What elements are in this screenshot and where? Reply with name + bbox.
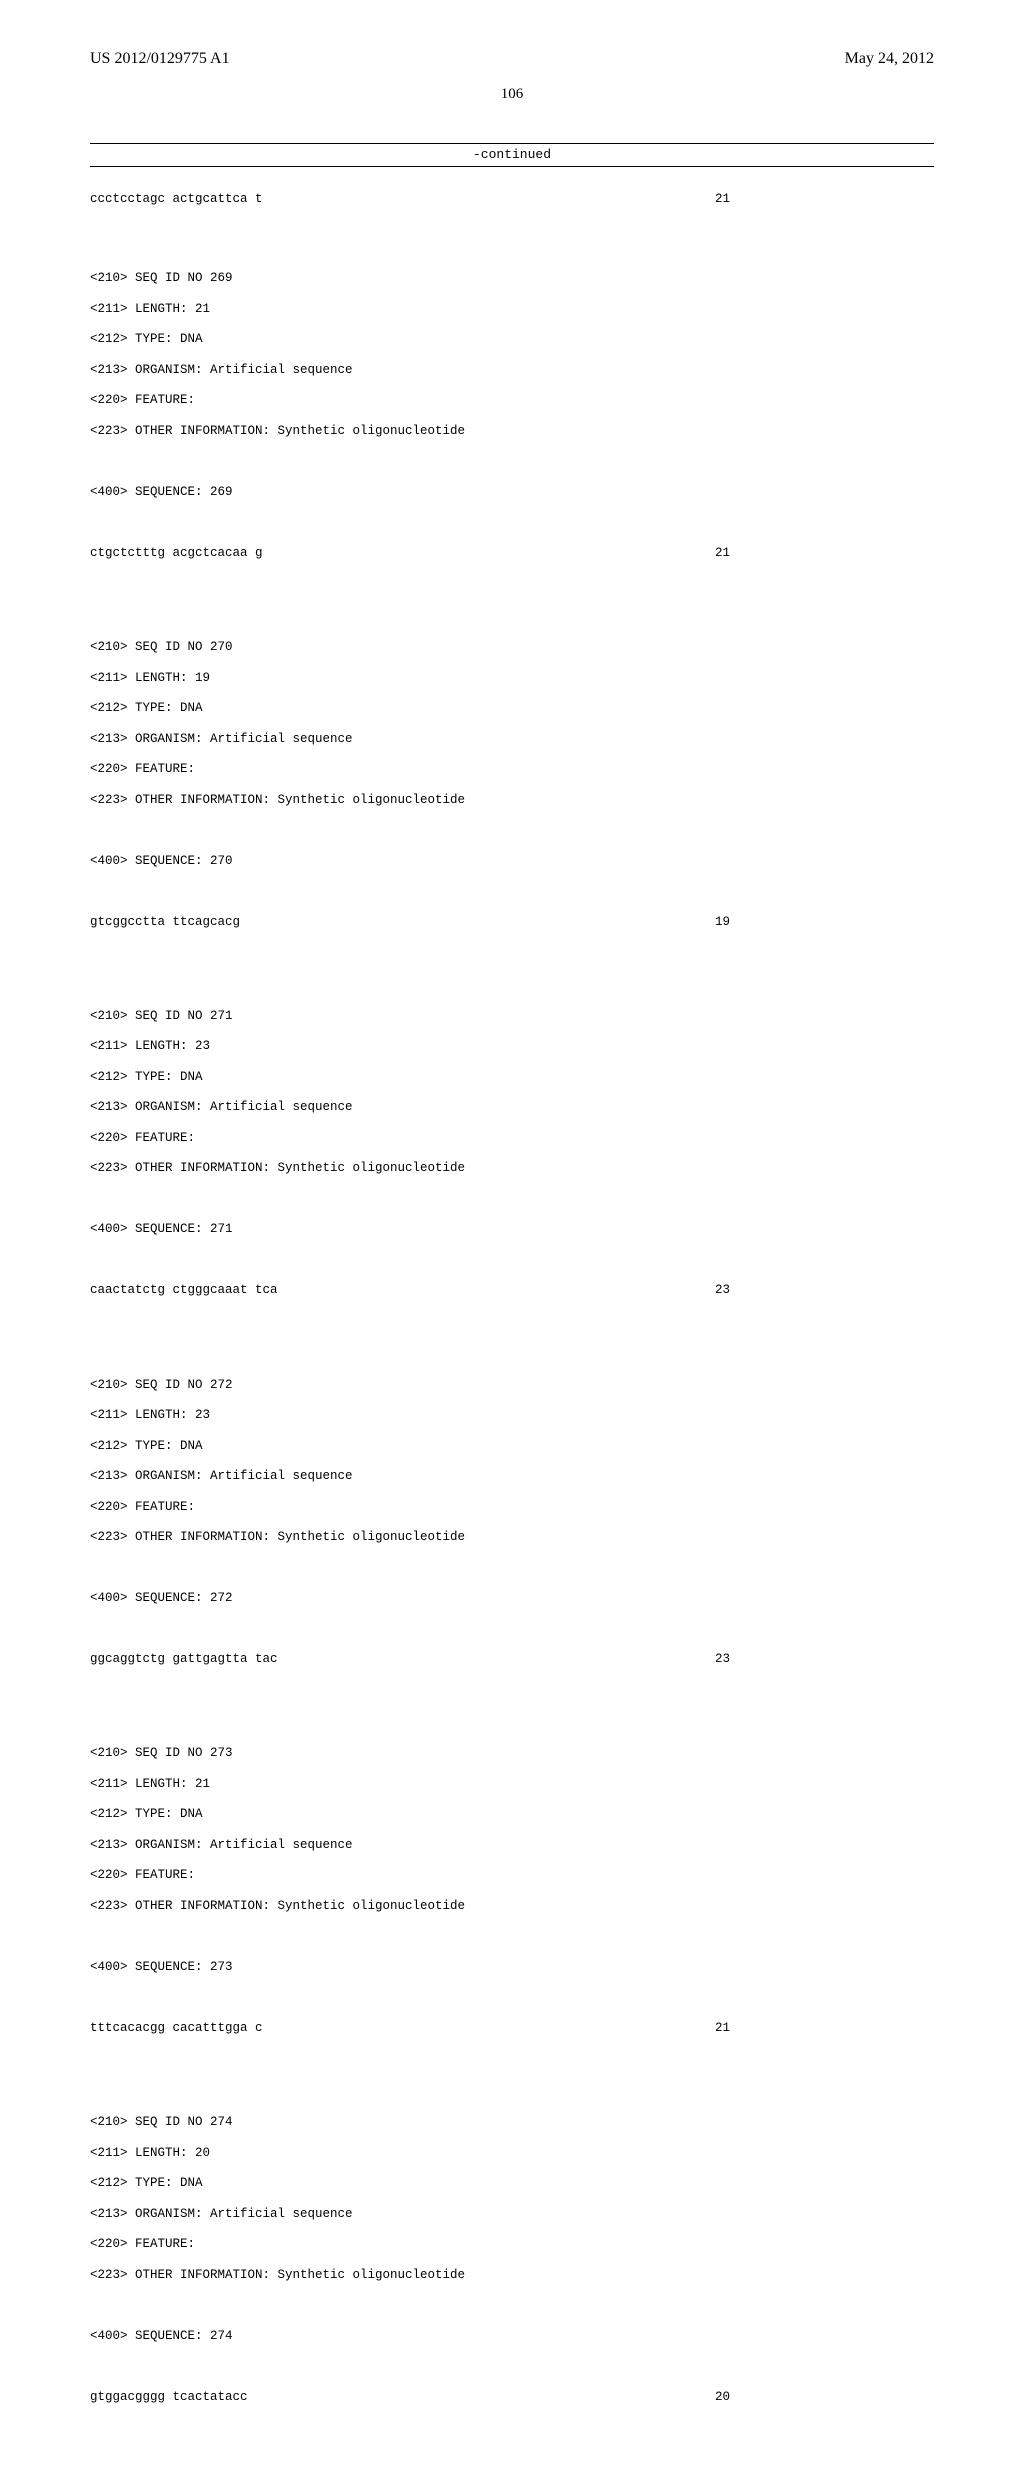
sequence-text: gtggacgggg tcactatacc (90, 2390, 248, 2405)
continued-label: -continued (90, 144, 934, 166)
seq-other-line: <223> OTHER INFORMATION: Synthetic oligo… (90, 1161, 934, 1176)
seq-organism-line: <213> ORGANISM: Artificial sequence (90, 1469, 934, 1484)
seq-type-line: <212> TYPE: DNA (90, 1439, 934, 1454)
publication-date: May 24, 2012 (845, 50, 934, 68)
seq-other-line: <223> OTHER INFORMATION: Synthetic oligo… (90, 793, 934, 808)
seq-length-line: <211> LENGTH: 21 (90, 1777, 934, 1792)
sequence-text: tttcacacgg cacatttgga c (90, 2021, 263, 2036)
seq-entry: <210> SEQ ID NO 272 <211> LENGTH: 23 <21… (90, 1362, 934, 1682)
seq-entry: <210> SEQ ID NO 274 <211> LENGTH: 20 <21… (90, 2100, 934, 2420)
seq-organism-line: <213> ORGANISM: Artificial sequence (90, 732, 934, 747)
sequence-length: 20 (715, 2390, 730, 2405)
seq-sequence-header: <400> SEQUENCE: 272 (90, 1591, 934, 1606)
seq-sequence-header: <400> SEQUENCE: 269 (90, 485, 934, 500)
seq-feature-line: <220> FEATURE: (90, 2237, 934, 2252)
sequence-listing: ccctcctagc actgcattca t 21 <210> SEQ ID N… (90, 177, 934, 2466)
seq-length-line: <211> LENGTH: 21 (90, 302, 934, 317)
seq-type-line: <212> TYPE: DNA (90, 332, 934, 347)
seq-entry: <210> SEQ ID NO 269 <211> LENGTH: 21 <21… (90, 256, 934, 576)
seq-entry: <210> SEQ ID NO 273 <211> LENGTH: 21 <21… (90, 1731, 934, 2051)
seq-type-line: <212> TYPE: DNA (90, 1070, 934, 1085)
seq-organism-line: <213> ORGANISM: Artificial sequence (90, 2207, 934, 2222)
seq-length-line: <211> LENGTH: 23 (90, 1408, 934, 1423)
continued-rule: -continued (90, 143, 934, 167)
seq-length-line: <211> LENGTH: 20 (90, 2146, 934, 2161)
seq-other-line: <223> OTHER INFORMATION: Synthetic oligo… (90, 1530, 934, 1545)
seq-other-line: <223> OTHER INFORMATION: Synthetic oligo… (90, 2268, 934, 2283)
seq-sequence-header: <400> SEQUENCE: 270 (90, 854, 934, 869)
publication-number: US 2012/0129775 A1 (90, 50, 230, 68)
seq-feature-line: <220> FEATURE: (90, 1500, 934, 1515)
seq-other-line: <223> OTHER INFORMATION: Synthetic oligo… (90, 1899, 934, 1914)
sequence-line: gtcggcctta ttcagcacg 19 (90, 915, 730, 930)
sequence-length: 23 (715, 1652, 730, 1667)
seq-id-line: <210> SEQ ID NO 271 (90, 1009, 934, 1024)
seq-id-line: <210> SEQ ID NO 274 (90, 2115, 934, 2130)
page-header: US 2012/0129775 A1 May 24, 2012 (90, 50, 934, 68)
seq-entry: <210> SEQ ID NO 270 <211> LENGTH: 19 <21… (90, 625, 934, 945)
seq-organism-line: <213> ORGANISM: Artificial sequence (90, 1838, 934, 1853)
sequence-length: 21 (715, 192, 730, 207)
seq-id-line: <210> SEQ ID NO 273 (90, 1746, 934, 1761)
sequence-length: 21 (715, 2021, 730, 2036)
seq-feature-line: <220> FEATURE: (90, 1131, 934, 1146)
seq-sequence-header: <400> SEQUENCE: 273 (90, 1960, 934, 1975)
seq-feature-line: <220> FEATURE: (90, 393, 934, 408)
sequence-text: caactatctg ctgggcaaat tca (90, 1283, 278, 1298)
seq-feature-line: <220> FEATURE: (90, 762, 934, 777)
sequence-length: 21 (715, 546, 730, 561)
sequence-line: tttcacacgg cacatttgga c 21 (90, 2021, 730, 2036)
sequence-text: gtcggcctta ttcagcacg (90, 915, 240, 930)
seq-sequence-header: <400> SEQUENCE: 274 (90, 2329, 934, 2344)
seq-other-line: <223> OTHER INFORMATION: Synthetic oligo… (90, 424, 934, 439)
seq-id-line: <210> SEQ ID NO 269 (90, 271, 934, 286)
sequence-line: ctgctctttg acgctcacaa g 21 (90, 546, 730, 561)
sequence-text: ctgctctttg acgctcacaa g (90, 546, 263, 561)
sequence-text: ccctcctagc actgcattca t (90, 192, 263, 207)
seq-type-line: <212> TYPE: DNA (90, 2176, 934, 2191)
sequence-length: 23 (715, 1283, 730, 1298)
seq-entry: <210> SEQ ID NO 271 <211> LENGTH: 23 <21… (90, 994, 934, 1314)
sequence-text: ggcaggtctg gattgagtta tac (90, 1652, 278, 1667)
sequence-line: gtggacgggg tcactatacc 20 (90, 2390, 730, 2405)
seq-id-line: <210> SEQ ID NO 270 (90, 640, 934, 655)
seq-length-line: <211> LENGTH: 23 (90, 1039, 934, 1054)
sequence-line: caactatctg ctgggcaaat tca 23 (90, 1283, 730, 1298)
page: US 2012/0129775 A1 May 24, 2012 106 -con… (0, 0, 1024, 1320)
seq-organism-line: <213> ORGANISM: Artificial sequence (90, 363, 934, 378)
sequence-line: ccctcctagc actgcattca t 21 (90, 192, 730, 207)
seq-organism-line: <213> ORGANISM: Artificial sequence (90, 1100, 934, 1115)
page-number: 106 (90, 86, 934, 103)
seq-feature-line: <220> FEATURE: (90, 1868, 934, 1883)
seq-type-line: <212> TYPE: DNA (90, 1807, 934, 1822)
seq-sequence-header: <400> SEQUENCE: 271 (90, 1222, 934, 1237)
sequence-line: ggcaggtctg gattgagtta tac 23 (90, 1652, 730, 1667)
sequence-length: 19 (715, 915, 730, 930)
seq-type-line: <212> TYPE: DNA (90, 701, 934, 716)
seq-length-line: <211> LENGTH: 19 (90, 671, 934, 686)
seq-id-line: <210> SEQ ID NO 272 (90, 1378, 934, 1393)
